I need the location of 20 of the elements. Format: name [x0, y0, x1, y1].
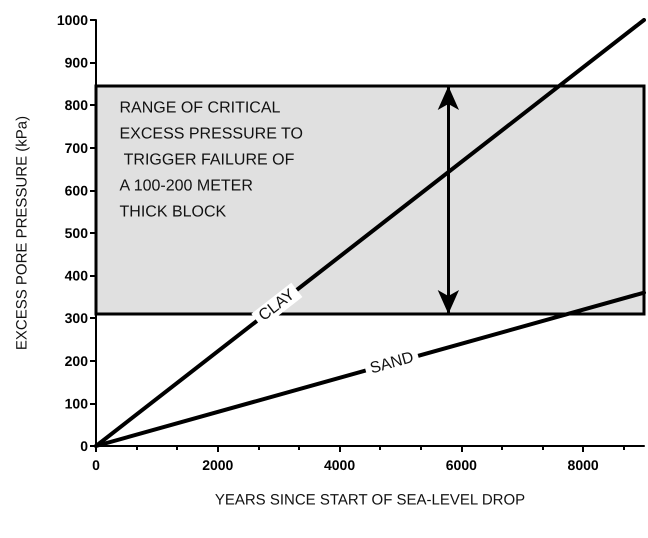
x-tick-label: 2000 [202, 457, 234, 473]
x-tick-label: 8000 [568, 457, 599, 473]
y-tick-label: 500 [64, 225, 88, 241]
x-tick-label: 0 [92, 457, 100, 473]
x-axis-title: YEARS SINCE START OF SEA-LEVEL DROP [214, 492, 526, 508]
y-tick-label: 200 [64, 352, 88, 369]
text: SAND [368, 349, 416, 378]
y-tick-label: 900 [64, 54, 88, 71]
x-tick-label: 4000 [324, 457, 356, 473]
y-tick-label: 800 [64, 97, 88, 114]
x-tick-label: 6000 [446, 457, 478, 473]
y-tick-label: 600 [64, 182, 88, 198]
y-tick-label: 700 [64, 140, 88, 156]
y-tick-label: 300 [64, 310, 88, 326]
y-tick-label: 400 [64, 268, 88, 284]
y-tick-label: 1000 [56, 12, 88, 28]
y-tick-label: 100 [64, 395, 88, 412]
y-tick-label: 0 [80, 438, 88, 454]
y-axis-title: EXCESS PORE PRESSURE (kPa) [14, 116, 30, 350]
band-label: RANGE OF CRITICAL EXCESS PRESSURE TO TRIGGER FAILURE OF A 100-200 METER THICK BLOCK [120, 99, 303, 220]
